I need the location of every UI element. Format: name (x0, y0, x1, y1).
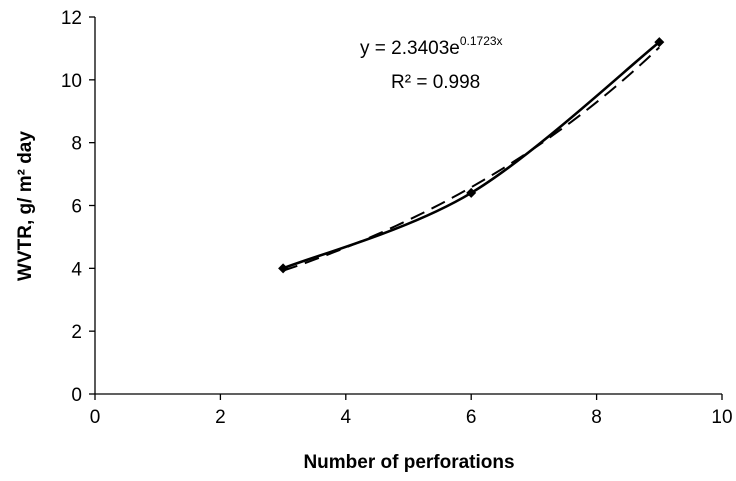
x-axis-title: Number of perforations (303, 452, 514, 473)
equation-base: y = 2.3403e (360, 38, 460, 59)
y-tick-label: 10 (61, 71, 82, 92)
data-markers (278, 37, 665, 274)
y-tick-label: 2 (71, 322, 82, 343)
y-axis-title: WVTR, g/ m² day (15, 131, 36, 281)
x-tick-label: 4 (341, 407, 352, 428)
data-point-marker (654, 37, 665, 48)
data-point-marker (466, 187, 477, 198)
y-tick-label: 8 (71, 134, 82, 155)
y-tick-label: 12 (61, 8, 82, 29)
y-tick-label: 4 (71, 259, 82, 280)
x-tick-label: 2 (215, 407, 226, 428)
data-point-marker (278, 263, 289, 274)
x-axis-ticks: 0 2 4 6 8 10 (90, 394, 733, 428)
trendline-equation: y = 2.3403e0.1723x (360, 34, 503, 59)
y-tick-label: 6 (71, 197, 82, 218)
r-squared-label: R² = 0.998 (391, 72, 480, 93)
y-tick-label: 0 (71, 385, 82, 406)
x-tick-label: 0 (90, 407, 101, 428)
equation-exponent: 0.1723x (460, 34, 503, 48)
x-tick-label: 8 (591, 407, 602, 428)
x-tick-label: 6 (466, 407, 477, 428)
y-axis-ticks: 0 2 4 6 8 10 12 (61, 8, 95, 406)
trendline-exponential (282, 46, 660, 272)
x-tick-label: 10 (711, 407, 732, 428)
